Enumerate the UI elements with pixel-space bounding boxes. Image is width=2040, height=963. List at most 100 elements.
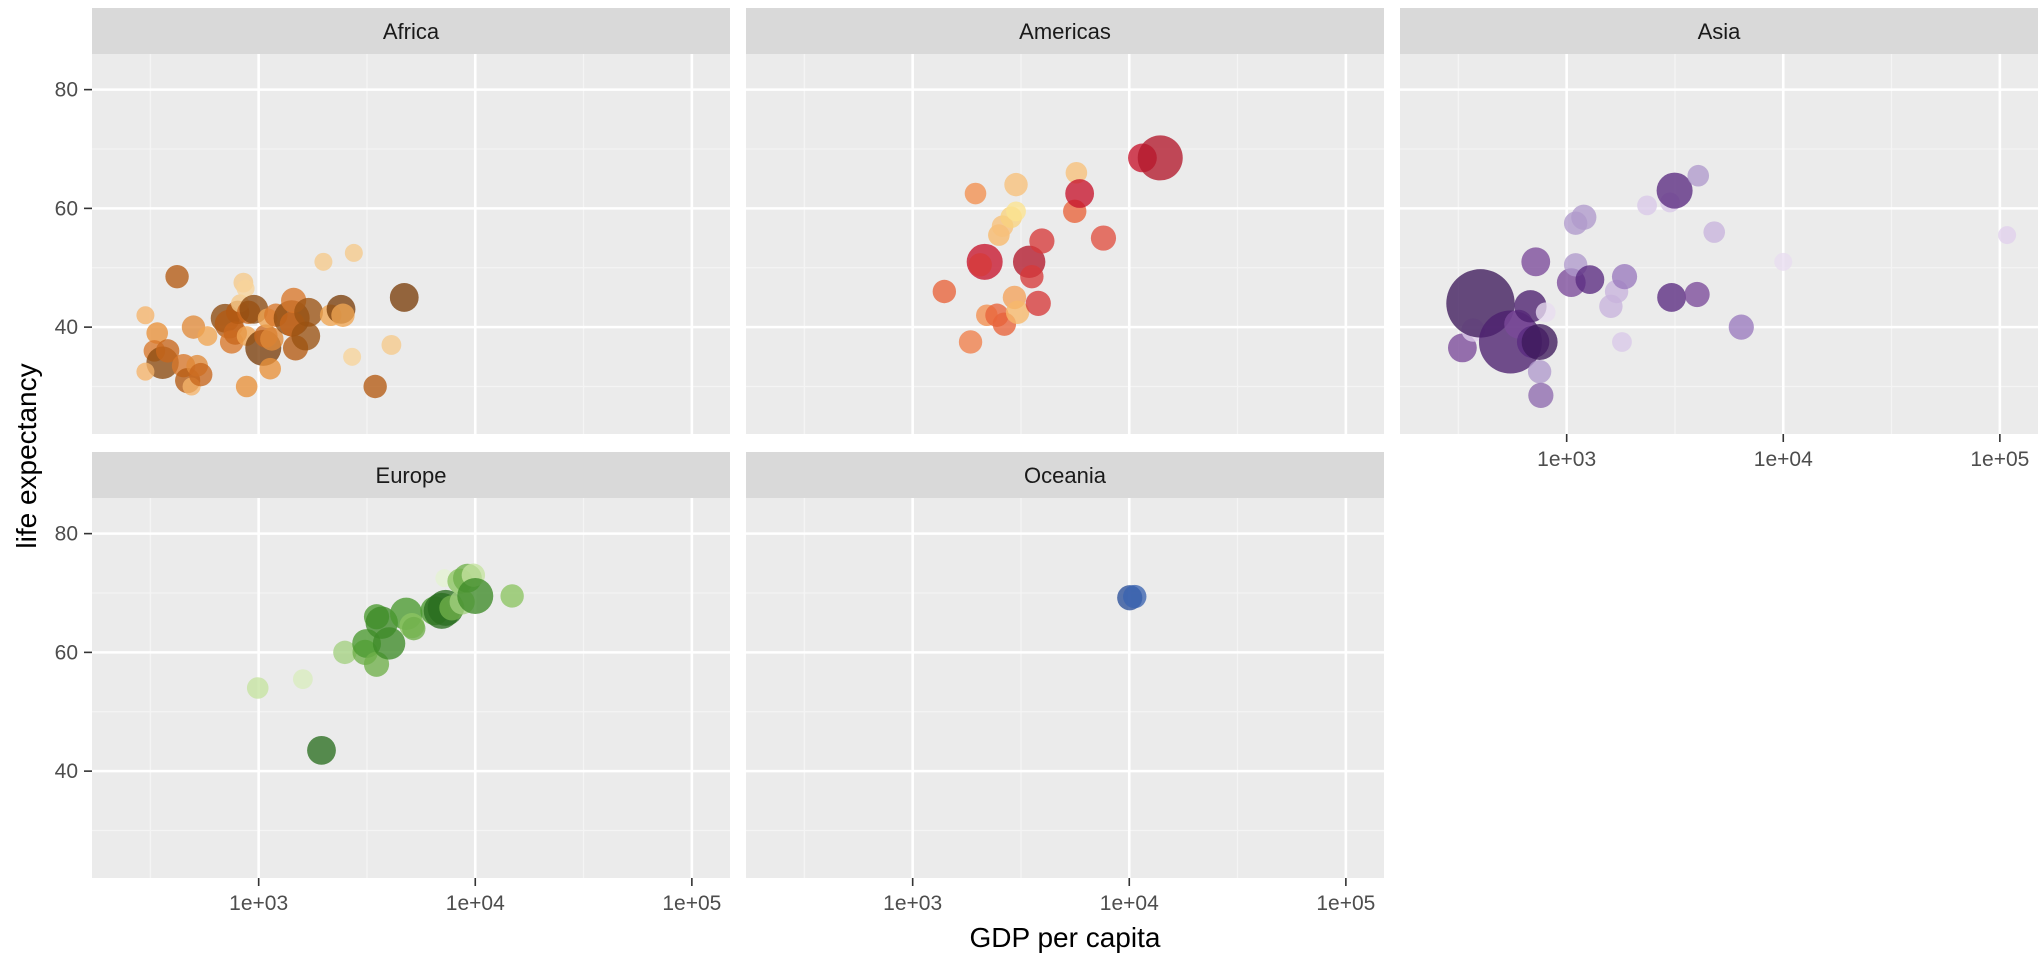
data-point-asia xyxy=(1528,382,1554,409)
data-point-europe xyxy=(307,735,336,765)
data-point-africa xyxy=(165,264,189,289)
x-tick-label: 1e+04 xyxy=(446,892,505,915)
points-africa xyxy=(136,243,419,399)
data-point-americas xyxy=(1025,290,1051,316)
data-point-africa xyxy=(343,347,362,366)
data-point-africa xyxy=(235,375,258,398)
x-tick-label: 1e+05 xyxy=(1970,448,2029,471)
data-point-asia xyxy=(1774,252,1793,271)
data-point-americas xyxy=(1065,179,1095,208)
data-point-africa xyxy=(260,327,284,351)
data-point-africa xyxy=(136,362,155,381)
facet-oceania: Oceania 1e+03 1e+04 1e+05 xyxy=(746,452,1384,915)
data-point-africa xyxy=(344,243,363,262)
data-point-asia xyxy=(1535,302,1556,323)
data-point-africa xyxy=(381,335,402,355)
data-point-africa xyxy=(294,297,323,327)
panel-background-americas xyxy=(746,54,1384,434)
data-point-americas xyxy=(1006,201,1026,222)
facet-strip-americas xyxy=(746,8,1384,54)
data-point-oceania xyxy=(1123,584,1147,609)
data-point-americas xyxy=(1090,225,1117,251)
data-point-africa xyxy=(197,326,218,346)
facet-strip-label-asia: Asia xyxy=(1698,19,1742,44)
x-tick-label: 1e+03 xyxy=(883,892,942,915)
data-point-africa xyxy=(236,279,255,298)
y-axis-title: life expectancy xyxy=(11,363,42,548)
data-point-asia xyxy=(1657,283,1686,312)
data-point-asia xyxy=(1656,172,1693,209)
data-point-europe xyxy=(457,577,494,614)
x-tick-label: 1e+03 xyxy=(1537,448,1596,471)
data-point-asia xyxy=(1612,332,1632,352)
data-point-americas xyxy=(1137,135,1183,181)
data-point-americas xyxy=(958,330,983,354)
x-tick-label: 1e+03 xyxy=(229,892,288,915)
data-point-asia xyxy=(1728,314,1754,340)
y-tick-label: 80 xyxy=(55,523,78,546)
facet-europe: Europe 40 60 80 1e+03 1e+04 1e+05 xyxy=(55,452,730,915)
data-point-asia xyxy=(1521,247,1551,277)
x-tick-label: 1e+05 xyxy=(662,892,721,915)
facet-strip-label-europe: Europe xyxy=(376,463,447,488)
data-point-asia xyxy=(1687,164,1710,187)
data-point-africa xyxy=(389,283,419,312)
data-point-europe xyxy=(246,677,269,699)
data-point-asia xyxy=(1575,265,1605,295)
y-tick-label: 60 xyxy=(55,641,78,664)
data-point-asia xyxy=(1703,221,1726,243)
facet-strip-europe xyxy=(92,452,730,498)
data-point-africa xyxy=(189,362,213,387)
facet-americas: Americas xyxy=(746,8,1384,434)
facet-strip-label-africa: Africa xyxy=(383,19,440,44)
x-axis-title: GDP per capita xyxy=(970,922,1161,953)
y-tick-label: 40 xyxy=(55,316,78,339)
data-point-asia xyxy=(1684,281,1710,308)
points-americas xyxy=(932,135,1183,354)
y-tick-label: 80 xyxy=(55,79,78,102)
facet-strip-label-oceania: Oceania xyxy=(1024,463,1107,488)
data-point-asia xyxy=(1521,323,1558,360)
data-point-asia xyxy=(1527,359,1552,384)
data-point-africa xyxy=(331,303,355,327)
data-point-americas xyxy=(932,279,957,304)
data-point-africa xyxy=(363,374,387,399)
y-tick-label: 40 xyxy=(55,760,78,783)
data-point-africa xyxy=(314,252,333,271)
data-point-europe xyxy=(333,640,357,665)
points-asia xyxy=(1446,164,2017,409)
x-tick-label: 1e+04 xyxy=(1754,448,1813,471)
panel-background-oceania xyxy=(746,498,1384,878)
data-point-africa xyxy=(291,321,321,351)
data-point-africa xyxy=(155,339,180,363)
panel-background-europe xyxy=(92,498,730,878)
points-europe xyxy=(246,563,524,765)
data-point-americas xyxy=(968,253,992,277)
data-point-europe xyxy=(402,616,426,641)
y-tick-label: 60 xyxy=(55,197,78,220)
data-point-americas xyxy=(1020,264,1044,289)
facet-strip-label-americas: Americas xyxy=(1019,19,1111,44)
facet-africa: Africa 40 60 80 xyxy=(55,8,730,434)
data-point-africa xyxy=(259,357,281,380)
data-point-americas xyxy=(1004,172,1028,197)
data-point-americas xyxy=(1065,161,1088,184)
facet-strip-africa xyxy=(92,8,730,54)
data-point-asia xyxy=(1998,226,2017,245)
data-point-americas xyxy=(1029,228,1055,254)
data-point-americas xyxy=(964,182,987,205)
data-point-asia xyxy=(1637,195,1657,216)
data-point-africa xyxy=(136,306,155,325)
data-point-asia xyxy=(1611,264,1638,290)
facet-strip-asia xyxy=(1400,8,2038,54)
points-oceania xyxy=(1117,584,1147,611)
data-point-americas xyxy=(1005,300,1030,324)
data-point-africa xyxy=(146,322,169,344)
data-point-europe xyxy=(500,584,524,608)
x-tick-label: 1e+05 xyxy=(1316,892,1375,915)
data-point-asia xyxy=(1571,204,1597,230)
x-tick-label: 1e+04 xyxy=(1100,892,1159,915)
data-point-europe xyxy=(372,627,406,660)
